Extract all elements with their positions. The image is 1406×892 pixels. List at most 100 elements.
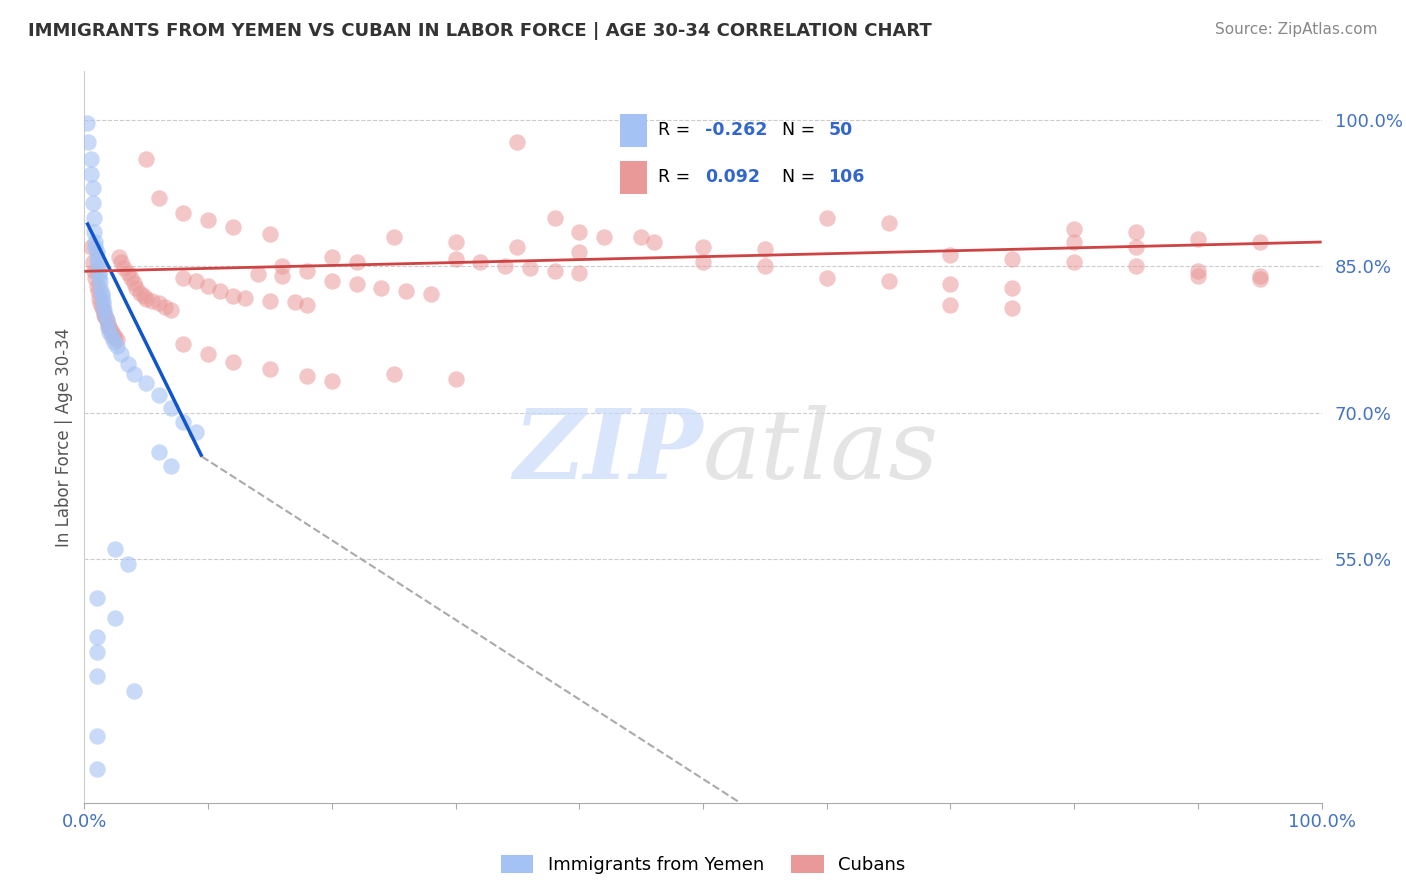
Point [153, 301, 176, 315]
Point [1001, 301, 1024, 316]
Point [122, 683, 145, 698]
Point [84, 240, 107, 254]
Point [197, 279, 219, 293]
Point [877, 215, 900, 229]
Point [160, 459, 183, 474]
Point [89, 296, 111, 310]
Point [90, 288, 112, 302]
Point [83, 225, 105, 239]
Text: ZIP: ZIP [513, 405, 703, 499]
Point [346, 277, 368, 291]
Point [82, 181, 104, 195]
Point [91, 303, 114, 318]
Point [97, 319, 120, 334]
Point [1249, 269, 1271, 284]
Point [86, 730, 108, 744]
Point [89, 269, 111, 284]
Point [284, 295, 307, 310]
Point [172, 416, 194, 430]
Point [135, 152, 157, 166]
Point [86, 630, 108, 644]
Point [108, 250, 131, 264]
Point [184, 425, 207, 440]
Point [1125, 240, 1147, 254]
Point [112, 261, 135, 276]
Point [117, 266, 139, 280]
Point [295, 264, 318, 278]
Point [1249, 235, 1271, 249]
Point [89, 281, 111, 295]
Point [1187, 264, 1209, 278]
Point [494, 260, 516, 274]
Point [568, 244, 591, 259]
Point [939, 277, 962, 291]
Text: Source: ZipAtlas.com: Source: ZipAtlas.com [1215, 22, 1378, 37]
Point [1063, 235, 1085, 249]
Point [160, 303, 183, 318]
Point [382, 367, 405, 381]
Point [132, 288, 155, 302]
Point [79, 167, 101, 181]
Bar [620, 114, 647, 146]
Point [104, 610, 127, 624]
Text: 50: 50 [828, 121, 852, 139]
Point [86, 645, 108, 659]
Point [98, 323, 121, 337]
Point [444, 235, 467, 249]
Point [172, 337, 194, 351]
Point [754, 242, 776, 256]
Point [89, 274, 111, 288]
Point [233, 291, 256, 305]
Point [91, 293, 114, 308]
Point [692, 240, 714, 254]
Point [129, 285, 152, 300]
Point [172, 271, 194, 285]
Point [184, 274, 207, 288]
Point [222, 220, 245, 235]
Point [877, 274, 900, 288]
Point [83, 211, 105, 225]
Point [93, 308, 115, 322]
Point [110, 254, 132, 268]
Point [630, 230, 652, 244]
Point [110, 347, 132, 361]
Point [939, 298, 962, 312]
Point [1187, 269, 1209, 284]
Point [83, 264, 105, 278]
Point [321, 250, 343, 264]
Point [259, 293, 281, 308]
Point [84, 271, 107, 285]
Point [172, 206, 194, 220]
Point [382, 230, 405, 244]
Point [754, 260, 776, 274]
Point [86, 591, 108, 605]
Point [87, 261, 110, 276]
Text: IMMIGRANTS FROM YEMEN VS CUBAN IN LABOR FORCE | AGE 30-34 CORRELATION CHART: IMMIGRANTS FROM YEMEN VS CUBAN IN LABOR … [28, 22, 932, 40]
Point [96, 313, 118, 327]
Point [506, 240, 529, 254]
Point [321, 274, 343, 288]
Point [101, 327, 124, 342]
Point [84, 235, 107, 249]
Point [222, 288, 245, 302]
Point [96, 313, 118, 327]
Point [104, 329, 127, 343]
Text: R =: R = [658, 169, 696, 186]
Point [86, 244, 108, 259]
Point [120, 271, 142, 285]
Point [135, 292, 157, 306]
Point [1001, 281, 1024, 295]
Point [444, 252, 467, 266]
Point [321, 375, 343, 389]
Point [295, 298, 318, 312]
Point [148, 444, 170, 458]
Point [98, 325, 121, 339]
Point [148, 296, 170, 310]
Point [815, 271, 838, 285]
Legend: Immigrants from Yemen, Cubans: Immigrants from Yemen, Cubans [501, 855, 905, 874]
Point [593, 230, 616, 244]
Point [1001, 252, 1024, 266]
Text: atlas: atlas [703, 405, 939, 499]
Point [122, 367, 145, 381]
Point [222, 355, 245, 369]
